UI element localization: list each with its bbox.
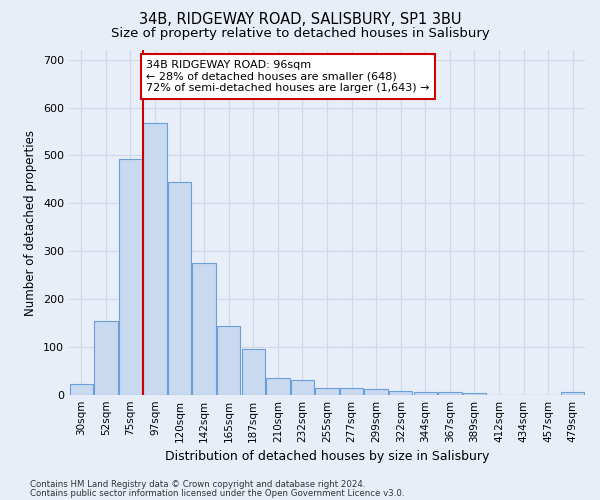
Bar bbox=[463, 392, 486, 395]
Bar bbox=[168, 182, 191, 395]
Bar bbox=[94, 320, 118, 395]
Text: Contains HM Land Registry data © Crown copyright and database right 2024.: Contains HM Land Registry data © Crown c… bbox=[30, 480, 365, 489]
X-axis label: Distribution of detached houses by size in Salisbury: Distribution of detached houses by size … bbox=[165, 450, 489, 464]
Bar bbox=[413, 392, 437, 395]
Bar bbox=[70, 384, 93, 395]
Bar bbox=[364, 389, 388, 395]
Bar bbox=[438, 392, 461, 395]
Bar bbox=[340, 388, 363, 395]
Bar bbox=[143, 123, 167, 395]
Bar bbox=[266, 378, 290, 395]
Text: Contains public sector information licensed under the Open Government Licence v3: Contains public sector information licen… bbox=[30, 488, 404, 498]
Bar bbox=[217, 326, 241, 395]
Y-axis label: Number of detached properties: Number of detached properties bbox=[25, 130, 37, 316]
Text: 34B RIDGEWAY ROAD: 96sqm
← 28% of detached houses are smaller (648)
72% of semi-: 34B RIDGEWAY ROAD: 96sqm ← 28% of detach… bbox=[146, 60, 430, 93]
Bar bbox=[119, 159, 142, 395]
Text: 34B, RIDGEWAY ROAD, SALISBURY, SP1 3BU: 34B, RIDGEWAY ROAD, SALISBURY, SP1 3BU bbox=[139, 12, 461, 28]
Bar bbox=[291, 380, 314, 395]
Bar bbox=[316, 388, 338, 395]
Bar bbox=[193, 263, 216, 395]
Bar bbox=[389, 391, 412, 395]
Bar bbox=[561, 392, 584, 395]
Bar bbox=[242, 348, 265, 395]
Text: Size of property relative to detached houses in Salisbury: Size of property relative to detached ho… bbox=[110, 28, 490, 40]
